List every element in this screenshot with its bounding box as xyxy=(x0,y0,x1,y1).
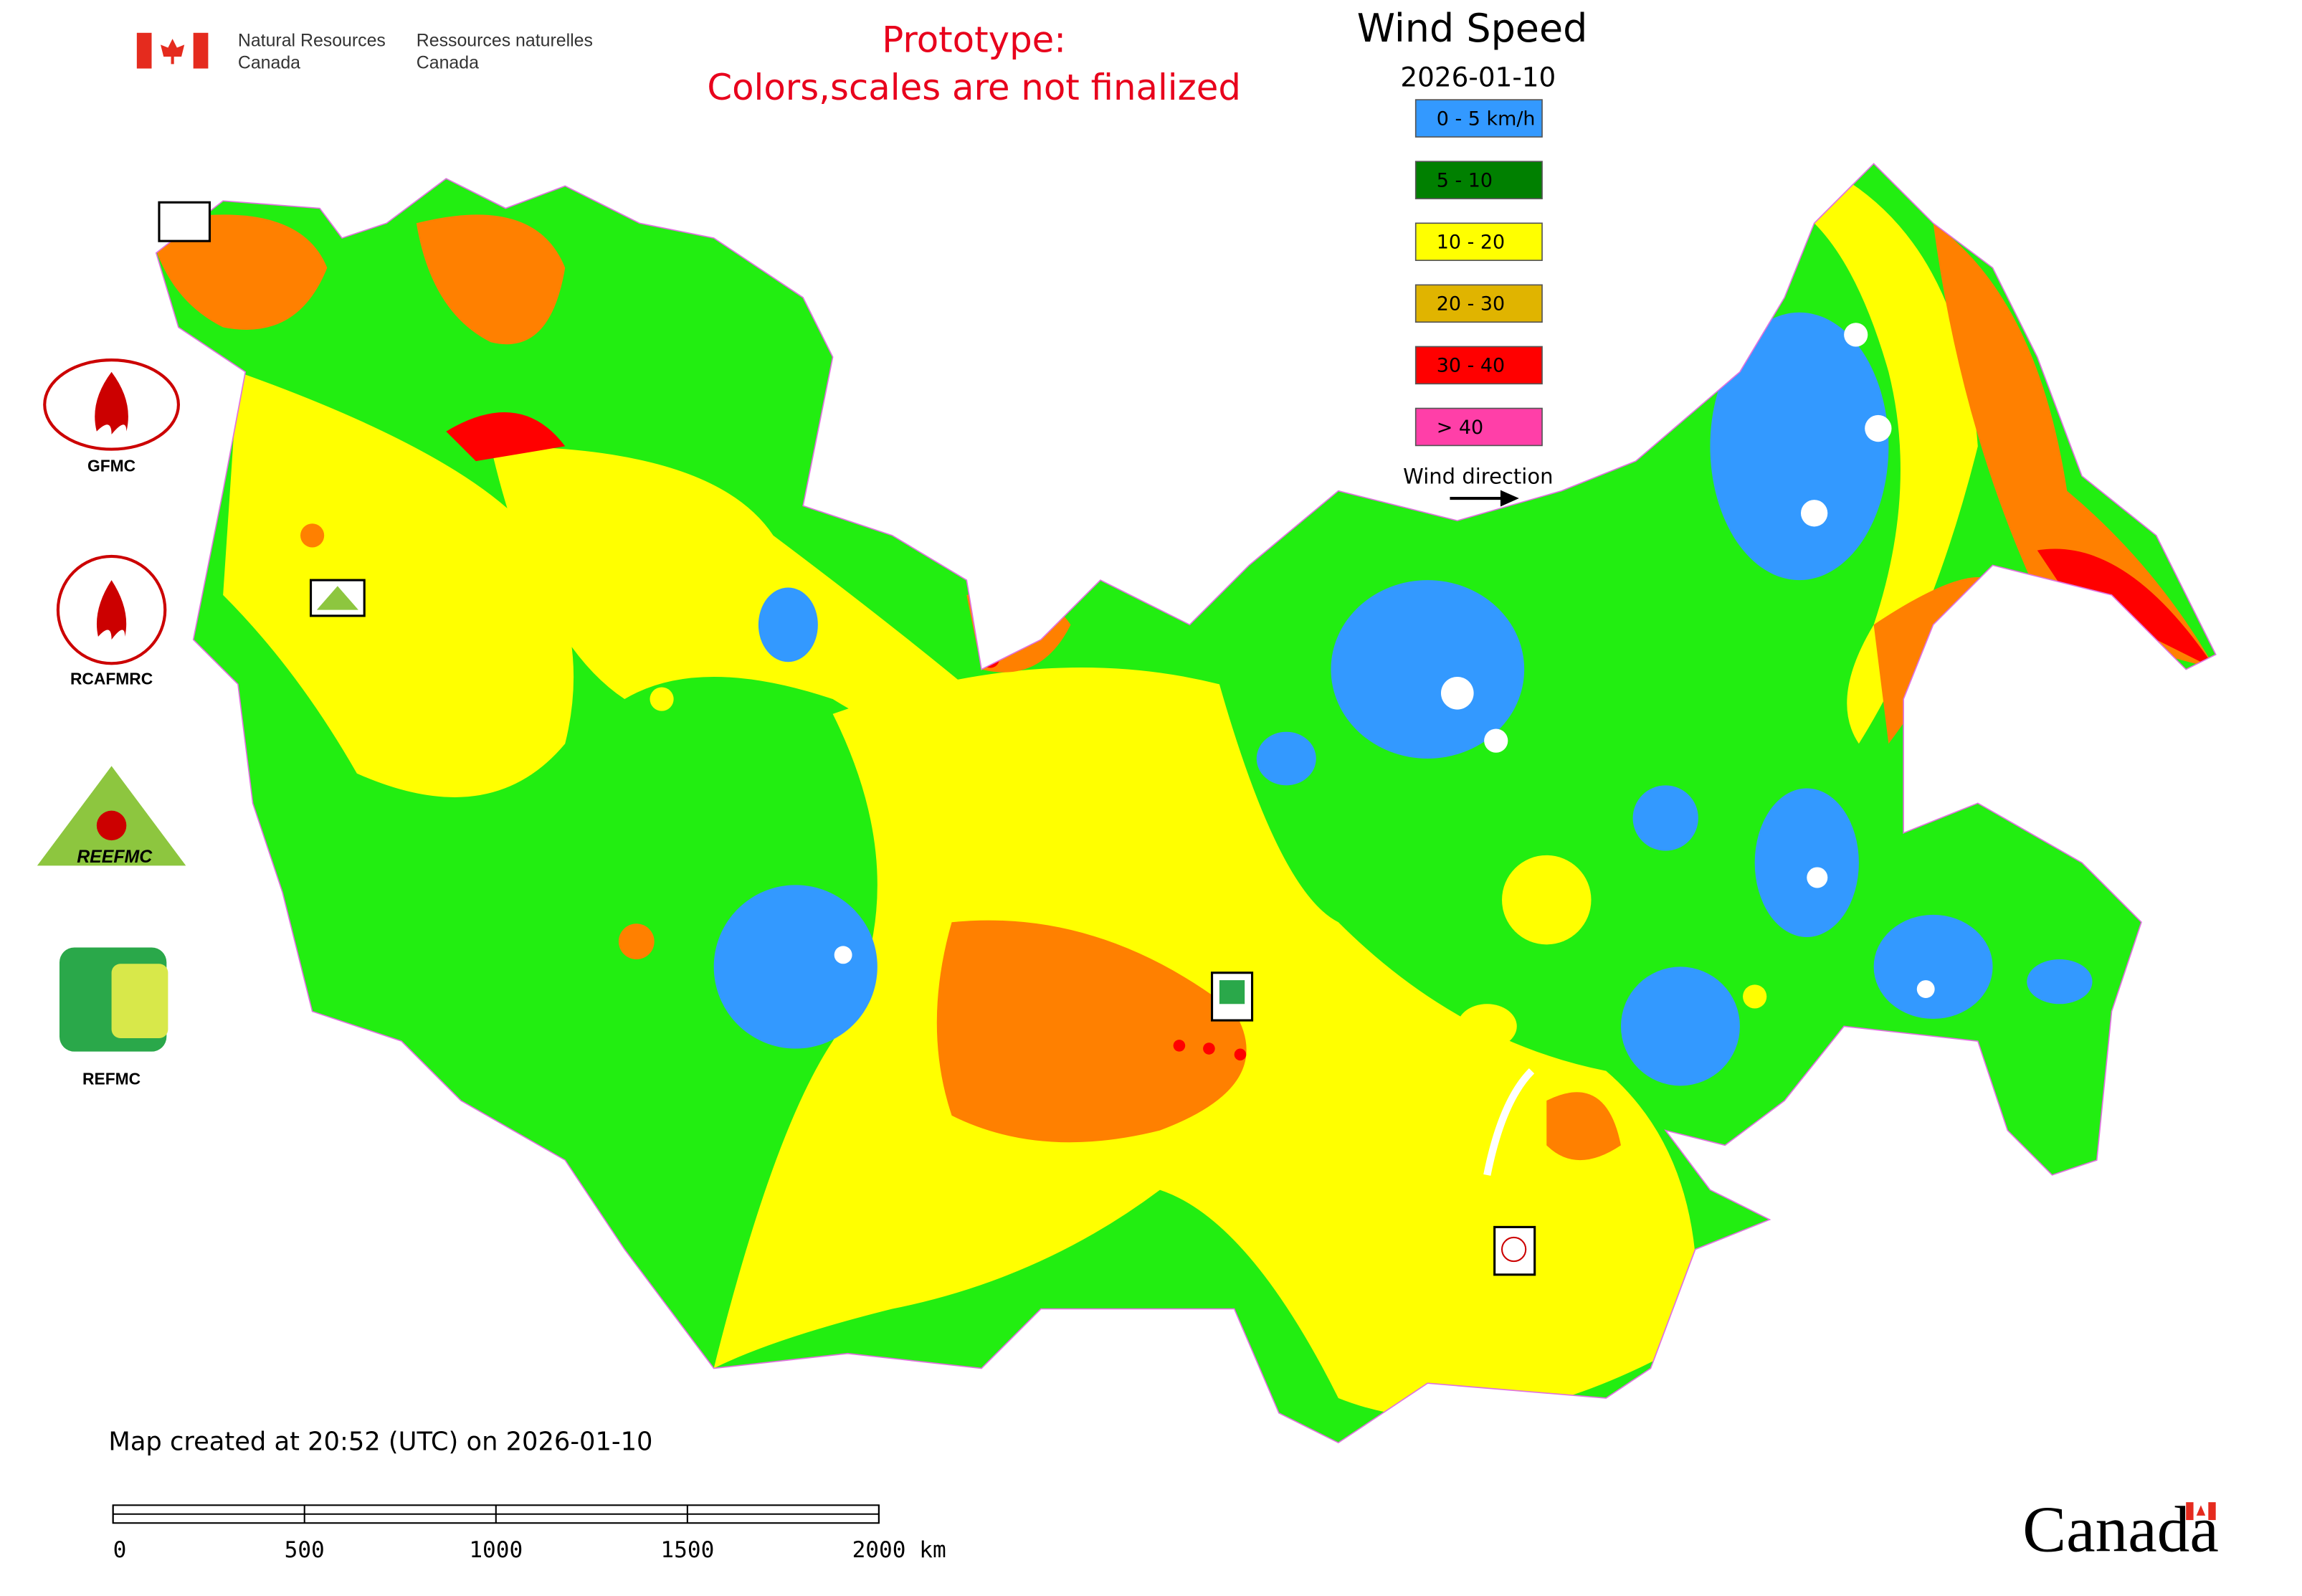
map-markers xyxy=(158,201,1536,1276)
created-note: Map created at 20:52 (UTC) on 2026-01-10 xyxy=(108,1428,652,1457)
legend-swatch xyxy=(1414,222,1543,261)
scale-label: 2000 km xyxy=(852,1537,946,1563)
legend-label: 10 - 20 xyxy=(1437,232,1505,254)
notice: Prototype: xyxy=(882,19,1066,61)
logo-label: RCAFMRC xyxy=(70,669,153,688)
logo-label: GFMC xyxy=(87,457,135,475)
legend-label: 5 - 10 xyxy=(1437,169,1493,191)
scale-label: 1500 xyxy=(660,1537,714,1563)
legend-swatch xyxy=(1414,284,1543,323)
legend-direction: Wind direction xyxy=(1403,464,1553,488)
legend-swatch xyxy=(1414,161,1543,199)
org-en: Natural Resources xyxy=(238,30,386,50)
legend-swatch xyxy=(1414,407,1543,447)
legend-label: 0 - 5 km/h xyxy=(1437,108,1536,130)
logos: GFMC RCAFMRC REEFMC REFMC xyxy=(37,358,186,1088)
notice: Colors,scales are not finalized xyxy=(707,67,1241,108)
lake xyxy=(1483,1068,1535,1176)
legend-swatch xyxy=(1414,346,1543,385)
direction-arrow xyxy=(1450,490,1519,507)
legend: Wind Speed 2026-01-10 0 - 5 km/h 5 - 10 10… xyxy=(1357,6,1588,507)
legend-label: 30 - 40 xyxy=(1437,355,1505,377)
org-fr: Ressources naturelles xyxy=(417,30,593,50)
legend-swatch xyxy=(1414,99,1543,138)
org-fr: Canada xyxy=(417,53,479,73)
header: Natural Resources Canada Ressources natu… xyxy=(136,19,1241,108)
scale-bar: 0 500 1000 1500 2000 km xyxy=(112,1504,946,1563)
border xyxy=(155,163,2217,1444)
legend-date: 2026-01-10 xyxy=(1400,61,1556,92)
legend-label: > 40 xyxy=(1437,417,1483,439)
org-en: Canada xyxy=(238,53,300,73)
scale-label: 500 xyxy=(285,1537,325,1563)
legend-label: 20 - 30 xyxy=(1437,293,1505,315)
scale-label: 1000 xyxy=(469,1537,523,1563)
logo-label: REEFMC xyxy=(77,847,153,867)
logo-label: REFMC xyxy=(82,1069,141,1088)
scale-label: 0 xyxy=(113,1537,127,1563)
footer: Map created at 20:52 (UTC) on 2026-01-10… xyxy=(108,1428,2218,1566)
legend-title: Wind Speed xyxy=(1357,6,1588,51)
